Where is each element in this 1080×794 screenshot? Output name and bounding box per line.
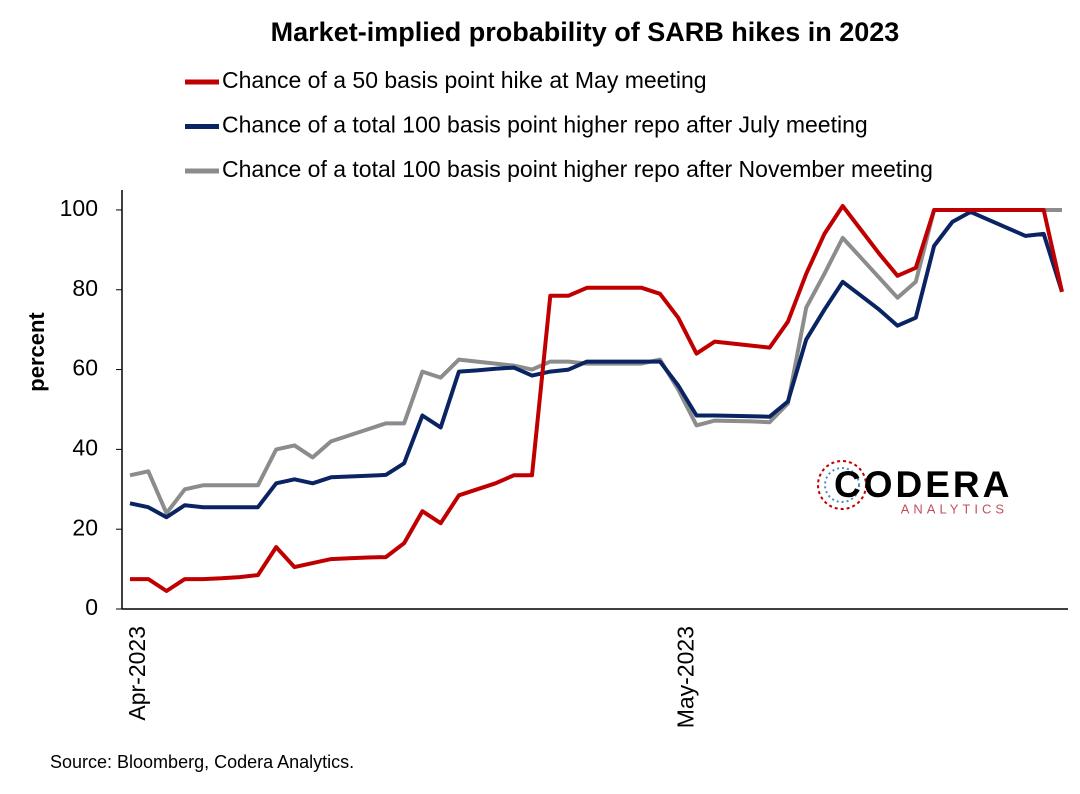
logo-tagline: ANALYTICS xyxy=(901,501,1008,516)
y-tick-label: 80 xyxy=(72,275,98,301)
logo-name: CODERA xyxy=(834,464,1012,505)
y-tick-label: 40 xyxy=(72,434,98,460)
y-axis-label: percent xyxy=(24,312,49,392)
legend-label: Chance of a total 100 basis point higher… xyxy=(222,156,933,182)
x-tick-label: Apr-2023 xyxy=(124,626,150,721)
logo-ring xyxy=(817,460,867,510)
legend-label: Chance of a 50 basis point hike at May m… xyxy=(222,67,707,93)
source-note: Source: Bloomberg, Codera Analytics. xyxy=(50,752,354,772)
legend-label: Chance of a total 100 basis point higher… xyxy=(222,112,868,138)
y-tick-label: 0 xyxy=(85,594,98,620)
chart-title: Market-implied probability of SARB hikes… xyxy=(271,17,900,47)
logo-ring xyxy=(824,467,860,503)
logo: CODERA ANALYTICS xyxy=(817,460,1012,516)
y-tick-label: 100 xyxy=(60,195,98,221)
series-line xyxy=(130,204,1064,593)
series-line xyxy=(129,209,1064,520)
x-tick-label: May-2023 xyxy=(672,626,698,728)
y-tick-label: 60 xyxy=(72,355,98,381)
y-tick-label: 20 xyxy=(72,514,98,540)
